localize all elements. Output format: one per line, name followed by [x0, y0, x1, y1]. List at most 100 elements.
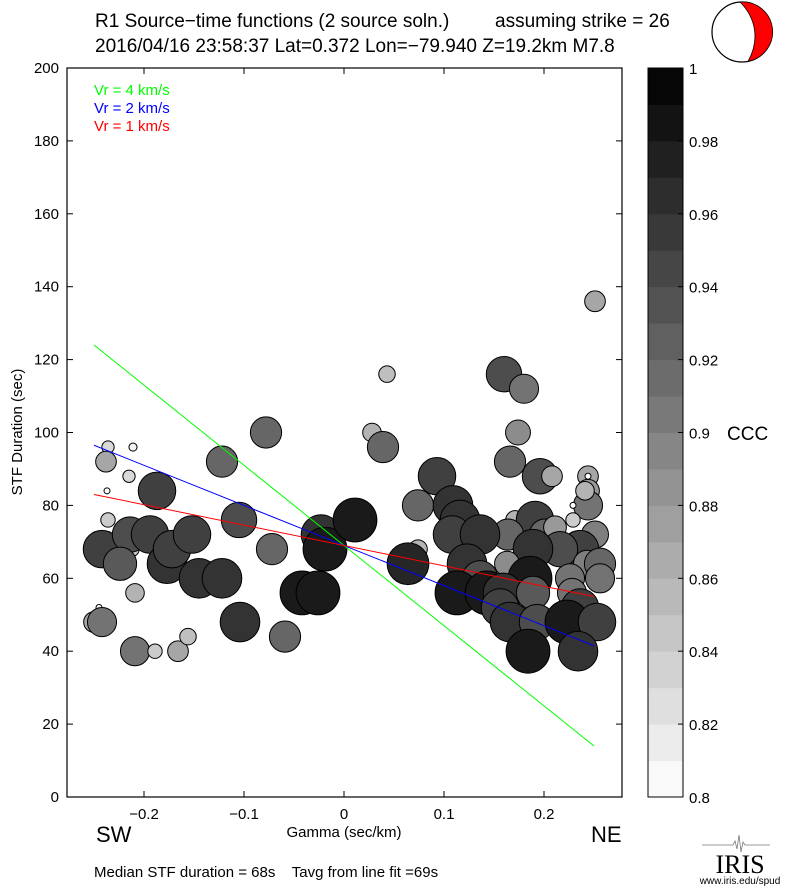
colorbar-tick-label: 0.88 [689, 498, 718, 515]
iris-logo: IRIS www.iris.edu/spud [699, 834, 781, 887]
direction-ne: NE [591, 822, 622, 847]
colorbar-bin [648, 687, 683, 725]
data-point [103, 487, 111, 495]
colorbar-bin [648, 578, 683, 616]
data-point [201, 558, 243, 599]
x-tick-label: −0.1 [229, 806, 259, 823]
data-point [575, 481, 595, 501]
colorbar-bin [648, 250, 683, 288]
y-tick-label: 180 [34, 133, 59, 150]
data-point [147, 643, 163, 659]
data-point [386, 542, 430, 586]
data-point [86, 606, 118, 638]
colorbar-tick-label: 1 [689, 61, 697, 78]
data-point [95, 450, 117, 473]
beachball-icon [711, 1, 773, 63]
data-point [565, 512, 581, 528]
colorbar-bin [648, 614, 683, 652]
direction-sw: SW [96, 822, 132, 847]
x-tick-label: 0 [340, 806, 348, 823]
data-point [493, 445, 527, 478]
x-axis-label: Gamma (sec/km) [286, 824, 401, 841]
data-point [119, 636, 151, 667]
data-point [295, 570, 341, 616]
plot-area: −0.2 −0.1 0 0.1 0.2 0 20 40 60 80 100 120 140 160 180 2… [34, 60, 623, 823]
colorbar-bin [648, 724, 683, 762]
colorbar-tick-label: 0.98 [689, 134, 718, 151]
data-point [172, 515, 212, 554]
data-point [584, 563, 616, 594]
data-point [137, 471, 177, 511]
iris-logo-text: IRIS [715, 850, 764, 879]
colorbar-bin [648, 359, 683, 397]
colorbar-bin [648, 432, 683, 470]
colorbar-bin [648, 177, 683, 215]
colorbar-tick-label: 0.84 [689, 644, 718, 661]
data-point [100, 512, 116, 528]
strike-label: assuming strike = 26 [495, 11, 670, 32]
colorbar-label: CCC [727, 424, 768, 445]
colorbar-bin [648, 286, 683, 324]
data-point [167, 640, 189, 663]
y-tick-label: 200 [34, 60, 59, 77]
data-point [569, 501, 577, 509]
colorbar-bin [648, 760, 683, 798]
data-point [332, 497, 378, 543]
y-axis-label: STF Duration (sec) [9, 369, 26, 496]
colorbar-tick-label: 0.92 [689, 353, 718, 370]
legend-vr1: Vr = 1 km/s [94, 118, 170, 135]
y-tick-label: 60 [42, 570, 59, 587]
data-point [401, 489, 435, 522]
legend-vr2: Vr = 2 km/s [94, 100, 170, 117]
data-point [541, 465, 563, 488]
data-point [584, 472, 592, 480]
data-point [508, 373, 540, 404]
y-tick-label: 40 [42, 643, 59, 660]
colorbar-bin [648, 468, 683, 506]
data-point [255, 533, 289, 566]
y-tick-label: 20 [42, 716, 59, 733]
data-point [102, 546, 138, 581]
data-point [128, 442, 138, 452]
data-point [205, 445, 239, 478]
data-point [577, 602, 617, 642]
data-point [505, 628, 551, 674]
data-point [557, 630, 599, 672]
colorbar: 0.8 0.82 0.84 0.86 0.88 0.9 0.92 0.94 0.96 0.98 1 [647, 61, 718, 807]
colorbar-tick-label: 0.82 [689, 717, 718, 734]
y-tick-label: 80 [42, 497, 59, 514]
colorbar-tick-label: 0.9 [689, 426, 710, 443]
x-tick-label: 0.1 [434, 806, 455, 823]
y-tick-label: 140 [34, 279, 59, 296]
y-tick-label: 0 [51, 789, 59, 806]
colorbar-tick-label: 0.96 [689, 207, 718, 224]
data-point [125, 583, 145, 603]
data-point [249, 416, 283, 449]
event-info: 2016/04/16 23:58:37 Lat=0.372 Lon=−79.94… [95, 36, 615, 57]
colorbar-tick-label: 0.94 [689, 280, 718, 297]
colorbar-bin [648, 505, 683, 543]
colorbar-tick-label: 0.86 [689, 571, 718, 588]
data-point [268, 620, 302, 653]
x-tick-label: 0.2 [534, 806, 555, 823]
colorbar-bin [648, 541, 683, 579]
data-point [366, 430, 400, 464]
colorbar-bin [648, 213, 683, 251]
data-point [302, 526, 348, 572]
chart-title: R1 Source−time functions (2 source soln.… [95, 11, 449, 32]
y-tick-label: 160 [34, 206, 59, 223]
colorbar-tick-label: 0.8 [689, 790, 710, 807]
data-point [220, 501, 258, 539]
fit-line-2 [93, 493, 595, 598]
colorbar-bin [648, 651, 683, 689]
colorbar-bin [648, 68, 683, 105]
iris-url: www.iris.edu/spud [699, 876, 781, 887]
legend-vr4: Vr = 4 km/s [94, 82, 170, 99]
data-point [219, 601, 261, 643]
y-tick-label: 120 [34, 352, 59, 369]
colorbar-bin [648, 396, 683, 433]
colorbar-bin [648, 323, 683, 361]
x-tick-label: −0.2 [129, 806, 159, 823]
plot-frame [66, 67, 623, 798]
